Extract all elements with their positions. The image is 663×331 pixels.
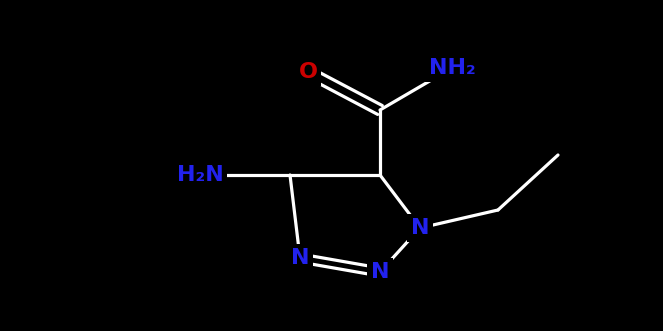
Text: N: N [411, 218, 429, 238]
Text: NH₂: NH₂ [428, 58, 475, 78]
Text: O: O [298, 62, 318, 82]
Text: H₂N: H₂N [176, 165, 223, 185]
Text: N: N [291, 248, 309, 268]
Text: N: N [371, 262, 389, 282]
